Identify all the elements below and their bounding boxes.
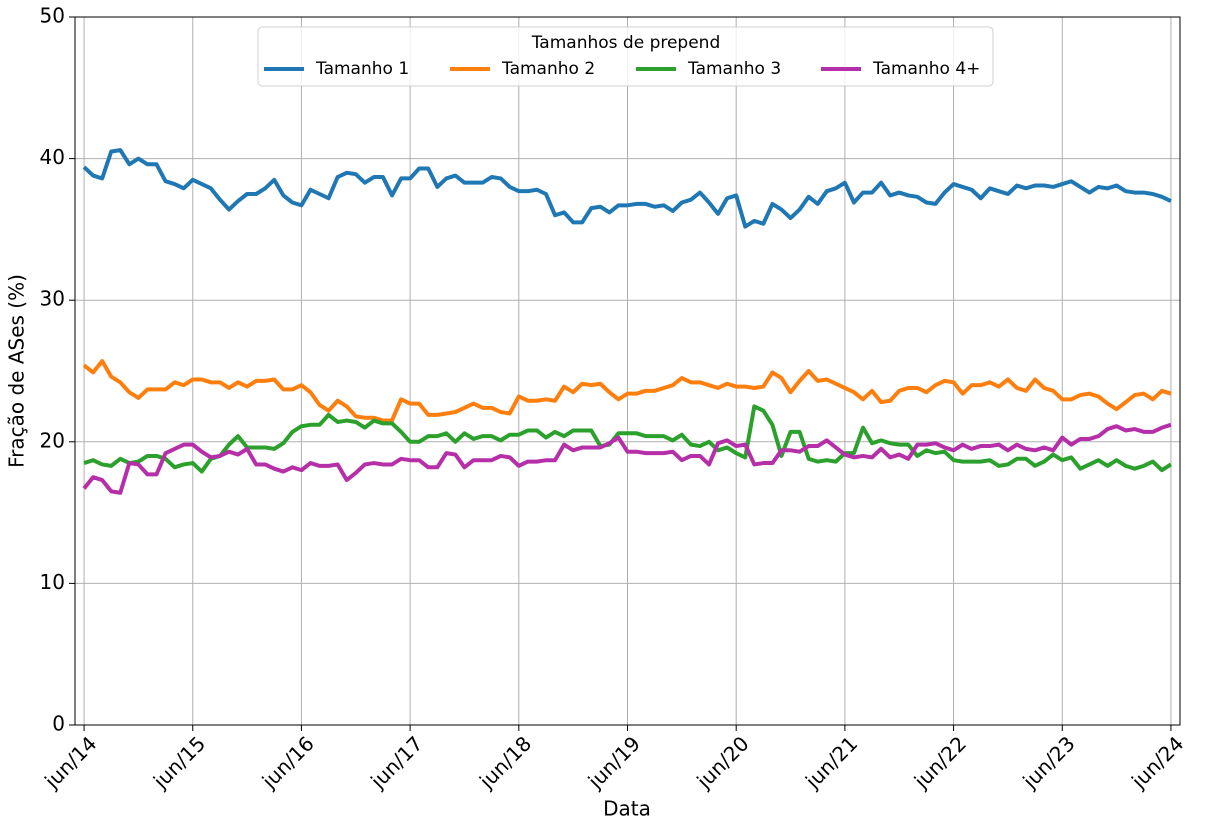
legend-label: Tamanho 3 xyxy=(687,59,781,79)
y-tick-label: 50 xyxy=(40,4,65,28)
y-tick-label: 10 xyxy=(40,570,65,594)
lines xyxy=(82,148,1173,495)
legend-label: Tamanho 2 xyxy=(501,59,595,79)
series-line xyxy=(82,422,1172,495)
series-line xyxy=(83,404,1173,474)
legend-label: Tamanho 1 xyxy=(315,59,409,79)
y-tick-label: 0 xyxy=(52,712,65,736)
legend: Tamanhos de prepend Tamanho 1 Tamanho 2 Ta… xyxy=(257,26,994,87)
y-axis-label: Fração de ASes (%) xyxy=(5,274,29,468)
series-line xyxy=(82,359,1172,423)
series-line xyxy=(82,148,1172,229)
legend-title: Tamanhos de prepend xyxy=(531,33,721,53)
legend-label: Tamanho 4+ xyxy=(872,59,980,79)
y-tick-label: 40 xyxy=(40,145,65,169)
y-tick-label: 30 xyxy=(40,287,65,311)
legend-box xyxy=(257,26,994,87)
x-axis-label: Data xyxy=(603,797,651,821)
y-tick-label: 20 xyxy=(40,428,65,452)
